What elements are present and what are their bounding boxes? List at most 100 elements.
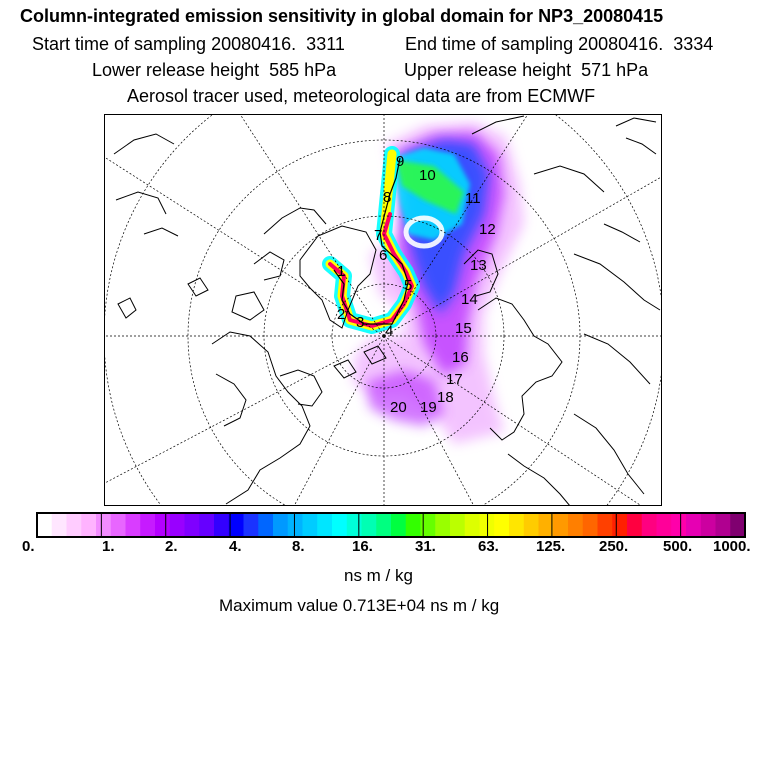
upper-release-label: Upper release height — [404, 60, 572, 80]
trajectory-label: 12 — [479, 221, 496, 238]
maximum-value: Maximum value 0.713E+04 ns m / kg — [219, 596, 499, 616]
colorbar-cell — [361, 513, 377, 537]
tracer-info: Aerosol tracer used, meteorological data… — [127, 86, 596, 106]
colorbar-cell — [715, 513, 731, 537]
coastline-east-asia — [603, 117, 657, 243]
meridian-line — [383, 335, 475, 506]
colorbar-cell — [184, 513, 200, 537]
meridian-line — [293, 335, 385, 506]
colorbar-tick: 0. — [22, 538, 35, 555]
colorbar-cell — [700, 513, 717, 537]
colorbar-cell — [612, 513, 628, 537]
trajectory-label: 7 — [374, 227, 382, 244]
colorbar-cell — [435, 513, 451, 537]
colorbar-tick: 500. — [663, 538, 693, 555]
colorbar-cell — [523, 513, 540, 537]
coastline-alaska — [113, 133, 179, 237]
trajectory-label: 2 — [337, 306, 345, 323]
colorbar-cell — [391, 513, 407, 537]
colorbar-tick: 63. — [478, 538, 499, 555]
colorbar-cell — [317, 513, 333, 537]
maximum-value-label: Maximum value — [219, 596, 339, 615]
trajectory-path — [333, 157, 409, 325]
colorbar-cell — [553, 513, 569, 537]
sampling-end-value: 20080416. 3334 — [578, 34, 714, 54]
trajectory-label: 13 — [470, 257, 487, 274]
colorbar-cell — [258, 513, 274, 537]
colorbar-cell — [464, 513, 481, 537]
coastline-greenland — [299, 225, 377, 329]
colorbar-cell — [37, 513, 53, 537]
coastline-islands — [117, 277, 387, 379]
colorbar-cell — [169, 513, 186, 537]
colorbar-frame — [36, 512, 746, 538]
colorbar-cell — [450, 513, 466, 537]
trajectory-label: 1 — [337, 263, 345, 280]
colorbar-cell — [155, 513, 171, 537]
colorbar-tick: 1000. — [713, 538, 751, 555]
sampling-start: Start time of sampling 20080416. 3311 — [32, 34, 345, 55]
coastline-africa — [507, 453, 571, 506]
lower-release-value: 585 hPa — [269, 60, 337, 80]
meridian-line — [104, 335, 385, 484]
colorbar-tick: 31. — [415, 538, 436, 555]
sampling-end-label: End time of sampling — [405, 34, 574, 54]
trajectory-label: 6 — [379, 247, 387, 264]
meridian-line — [383, 176, 662, 337]
colorbar-tick: 125. — [536, 538, 566, 555]
colorbar-tick: 16. — [352, 538, 373, 555]
colorbar-cell — [627, 513, 643, 537]
trajectory: 1 2 3 4 5 6 7 8 9 10 11 12 13 14 15 16 1… — [333, 153, 496, 416]
sampling-start-value: 20080416. 3311 — [211, 34, 345, 54]
colorbar-cell — [686, 513, 702, 537]
coastline-scandinavia — [463, 249, 499, 297]
trajectory-label: 9 — [396, 153, 404, 170]
colorbar-cell — [214, 513, 230, 537]
coastline-north-america — [211, 331, 311, 505]
colorbar-cell — [597, 513, 613, 537]
map-frame — [104, 114, 662, 506]
colorbar-cell — [494, 513, 510, 537]
coastlines — [113, 115, 661, 506]
colorbar-cell — [243, 513, 259, 537]
colorbar-cell — [66, 513, 82, 537]
upper-release-height: Upper release height 571 hPa — [404, 60, 648, 81]
colorbar-cell — [730, 513, 746, 537]
colorbar-cell — [228, 513, 245, 537]
trajectory-label: 8 — [383, 189, 391, 206]
colorbar-cell — [346, 513, 363, 537]
plume-vortex — [403, 215, 445, 249]
colorbar-cell — [287, 513, 304, 537]
emission-sensitivity-map: 1 2 3 4 5 6 7 8 9 10 11 12 13 14 15 16 1… — [104, 114, 662, 506]
colorbar-cell — [125, 513, 141, 537]
colorbar-tick: 8. — [292, 538, 305, 555]
colorbar-cell — [110, 513, 127, 537]
trajectory-label: 17 — [446, 371, 463, 388]
coastline-asia — [471, 115, 661, 495]
colorbar-tick: 250. — [599, 538, 629, 555]
colorbar-cell — [332, 513, 348, 537]
trajectory-label: 14 — [461, 291, 478, 308]
trajectory-label: 11 — [465, 190, 481, 207]
colorbar-cell — [302, 513, 318, 537]
colorbar-tick: 2. — [165, 538, 178, 555]
trajectory-label: 15 — [455, 320, 472, 337]
upper-release-value: 571 hPa — [581, 60, 649, 80]
colorbar-cell — [420, 513, 436, 537]
colorbar-tick: 1. — [102, 538, 115, 555]
trajectory-labels: 1 2 3 4 5 6 7 8 9 10 11 12 13 14 15 16 1… — [337, 153, 496, 416]
plot-title: Column-integrated emission sensitivity i… — [20, 6, 664, 26]
plume-green — [396, 160, 464, 214]
colorbar-dividers — [100, 513, 682, 537]
maximum-value-number: 0.713E+04 ns m / kg — [342, 596, 500, 615]
trajectory-label: 4 — [385, 323, 393, 340]
colorbar-cell — [199, 513, 215, 537]
trajectory-label: 19 — [420, 399, 437, 416]
colorbar-cell — [273, 513, 289, 537]
trajectory-label: 18 — [437, 389, 454, 406]
coastline-arctic-canada — [231, 207, 327, 321]
trajectory-label: 10 — [419, 167, 436, 184]
colorbar-cell — [376, 513, 392, 537]
lower-release-height: Lower release height 585 hPa — [92, 60, 336, 81]
colorbar — [36, 512, 746, 538]
